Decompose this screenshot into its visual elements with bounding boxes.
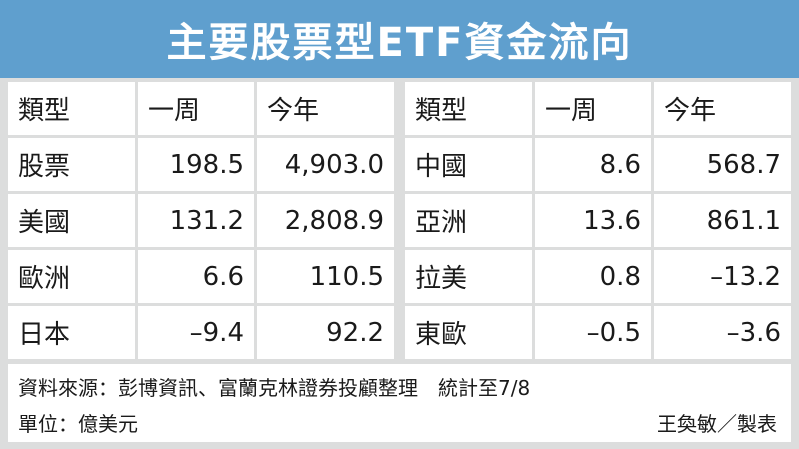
row-type: 亞洲 xyxy=(405,194,532,247)
row-year: 4,903.0 xyxy=(257,138,394,191)
title-bar: 主要股票型ETF資金流向 xyxy=(0,0,799,78)
table-header-row: 類型 一周 今年 xyxy=(405,82,791,135)
row-year: 861.1 xyxy=(654,194,791,247)
table-row: 日本 –9.4 92.2 xyxy=(8,306,394,359)
row-week: 0.8 xyxy=(535,250,651,303)
source-note: 資料來源：彭博資訊、富蘭克林證券投顧整理 統計至7/8 xyxy=(18,376,531,400)
footer: 資料來源：彭博資訊、富蘭克林證券投顧整理 統計至7/8 單位：億美元 王奐敏／製… xyxy=(8,364,791,442)
header-type: 類型 xyxy=(405,82,532,135)
table-row: 美國 131.2 2,808.9 xyxy=(8,194,394,247)
credit-note: 王奐敏／製表 xyxy=(657,412,777,436)
row-week: 198.5 xyxy=(138,138,254,191)
row-type: 中國 xyxy=(405,138,532,191)
right-table: 類型 一周 今年 中國 8.6 568.7 亞洲 13.6 861.1 拉美 0… xyxy=(405,82,791,362)
row-type: 日本 xyxy=(8,306,135,359)
unit-note: 單位：億美元 xyxy=(18,412,138,436)
header-type: 類型 xyxy=(8,82,135,135)
left-table: 類型 一周 今年 股票 198.5 4,903.0 美國 131.2 2,808… xyxy=(8,82,394,362)
table-row: 東歐 –0.5 –3.6 xyxy=(405,306,791,359)
row-week: 131.2 xyxy=(138,194,254,247)
row-type: 美國 xyxy=(8,194,135,247)
row-year: 2,808.9 xyxy=(257,194,394,247)
row-type: 東歐 xyxy=(405,306,532,359)
table-row: 歐洲 6.6 110.5 xyxy=(8,250,394,303)
row-week: 6.6 xyxy=(138,250,254,303)
table-row: 股票 198.5 4,903.0 xyxy=(8,138,394,191)
row-type: 歐洲 xyxy=(8,250,135,303)
row-type: 拉美 xyxy=(405,250,532,303)
row-year: –3.6 xyxy=(654,306,791,359)
header-week: 一周 xyxy=(138,82,254,135)
header-week: 一周 xyxy=(535,82,651,135)
header-year: 今年 xyxy=(257,82,394,135)
infographic-title: 主要股票型ETF資金流向 xyxy=(166,20,633,66)
row-year: –13.2 xyxy=(654,250,791,303)
header-year: 今年 xyxy=(654,82,791,135)
row-week: –0.5 xyxy=(535,306,651,359)
table-row: 亞洲 13.6 861.1 xyxy=(405,194,791,247)
row-year: 568.7 xyxy=(654,138,791,191)
table-row: 拉美 0.8 –13.2 xyxy=(405,250,791,303)
row-week: 13.6 xyxy=(535,194,651,247)
row-week: –9.4 xyxy=(138,306,254,359)
row-type: 股票 xyxy=(8,138,135,191)
row-year: 92.2 xyxy=(257,306,394,359)
table-row: 中國 8.6 568.7 xyxy=(405,138,791,191)
row-week: 8.6 xyxy=(535,138,651,191)
row-year: 110.5 xyxy=(257,250,394,303)
table-header-row: 類型 一周 今年 xyxy=(8,82,394,135)
